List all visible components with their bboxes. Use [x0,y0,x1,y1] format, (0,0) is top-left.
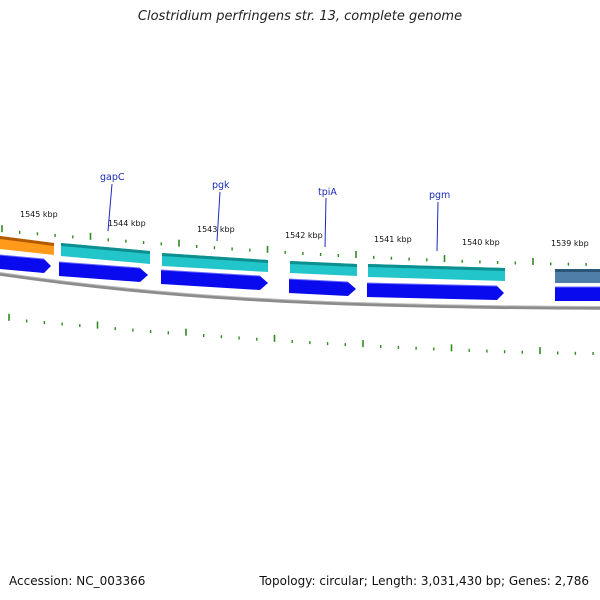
map-title: Clostridium perfringens str. 13, complet… [137,9,463,24]
scale-label: 1543 kbp [197,225,235,234]
cds-feature-track [0,254,600,301]
scale-label: 1541 kbp [374,235,412,244]
cds-arrow-right[interactable] [555,287,600,301]
outer-tick-track [1,225,587,266]
genome-backbone [0,272,600,310]
scale-label: 1540 kbp [462,238,500,247]
gene-label-pgm[interactable]: pgm [429,190,450,201]
scale-label: 1544 kbp [108,219,146,228]
gene-block-tpiA[interactable] [290,261,357,276]
cds-arrow-tpiA[interactable] [289,279,356,296]
genome-backbone-highlight [0,272,600,307]
scale-label: 1542 kbp [285,231,323,240]
accession-label: Accession: NC_003366 [9,574,146,588]
gene-block-gapC[interactable] [61,243,150,264]
inner-tick-track [8,313,594,355]
scale-label: 1545 kbp [20,210,58,219]
gene-label-pgk[interactable]: pgk [212,180,230,191]
genome-summary: Topology: circular; Length: 3,031,430 bp… [259,574,589,588]
scale-labels: 1545 kbp 1544 kbp 1543 kbp 1542 kbp 1541… [20,210,589,248]
gene-feature-track [0,236,600,283]
cds-arrow[interactable] [0,255,51,273]
gene-block-steelblue[interactable] [555,269,600,283]
gene-block-pgm[interactable] [368,264,505,281]
gene-block-orange[interactable] [0,236,54,255]
cds-arrow-pgm[interactable] [367,283,504,300]
gene-label-gapC[interactable]: gapC [100,172,125,183]
gene-label-tpiA[interactable]: tpiA [318,187,337,198]
gene-block-pgk[interactable] [162,253,268,272]
gene-labels: gapC pgk tpiA pgm [100,172,450,252]
scale-label: 1539 kbp [551,239,589,248]
